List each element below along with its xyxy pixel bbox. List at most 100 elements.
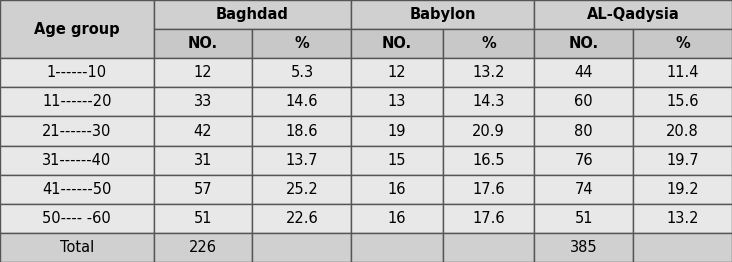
Text: 60: 60: [575, 94, 593, 110]
Text: 51: 51: [575, 211, 593, 226]
Bar: [633, 204, 732, 233]
Text: 15: 15: [388, 152, 406, 168]
Text: 21------30: 21------30: [42, 123, 111, 139]
Text: 19.7: 19.7: [666, 152, 699, 168]
Bar: [534, 29, 633, 58]
Bar: [351, 146, 443, 175]
Text: 19: 19: [388, 123, 406, 139]
Text: 16: 16: [388, 211, 406, 226]
Bar: [351, 0, 534, 29]
Bar: [253, 146, 351, 175]
Bar: [534, 146, 633, 175]
Bar: [154, 204, 253, 233]
Text: 13.7: 13.7: [285, 152, 318, 168]
Bar: [351, 116, 443, 146]
Bar: [443, 58, 534, 87]
Text: Baghdad: Baghdad: [216, 7, 289, 22]
Bar: [154, 146, 253, 175]
Text: 44: 44: [575, 65, 593, 80]
Text: Babylon: Babylon: [409, 7, 476, 22]
Text: Age group: Age group: [34, 21, 119, 37]
Bar: [0, 233, 154, 262]
Bar: [0, 116, 154, 146]
Bar: [534, 233, 633, 262]
Text: 20.9: 20.9: [472, 123, 505, 139]
Bar: [443, 146, 534, 175]
Bar: [351, 175, 443, 204]
Text: 14.3: 14.3: [472, 94, 504, 110]
Text: 76: 76: [575, 152, 593, 168]
Bar: [443, 233, 534, 262]
Text: 5.3: 5.3: [291, 65, 313, 80]
Bar: [443, 175, 534, 204]
Bar: [534, 87, 633, 116]
Text: 33: 33: [194, 94, 212, 110]
Text: 13.2: 13.2: [666, 211, 699, 226]
Text: 17.6: 17.6: [472, 211, 505, 226]
Text: 226: 226: [189, 240, 217, 255]
Text: AL-Qadysia: AL-Qadysia: [587, 7, 679, 22]
Bar: [253, 204, 351, 233]
Text: 13: 13: [388, 94, 406, 110]
Bar: [534, 0, 732, 29]
Text: %: %: [481, 36, 496, 51]
Bar: [0, 175, 154, 204]
Bar: [534, 175, 633, 204]
Bar: [633, 29, 732, 58]
Text: 11.4: 11.4: [666, 65, 699, 80]
Text: 41------50: 41------50: [42, 182, 111, 197]
Bar: [154, 233, 253, 262]
Bar: [351, 87, 443, 116]
Bar: [0, 58, 154, 87]
Bar: [443, 87, 534, 116]
Text: 12: 12: [194, 65, 212, 80]
Bar: [0, 87, 154, 116]
Bar: [443, 116, 534, 146]
Bar: [633, 146, 732, 175]
Text: 13.2: 13.2: [472, 65, 505, 80]
Bar: [154, 58, 253, 87]
Text: 22.6: 22.6: [285, 211, 318, 226]
Bar: [154, 0, 351, 29]
Text: 16: 16: [388, 182, 406, 197]
Bar: [633, 58, 732, 87]
Text: 385: 385: [569, 240, 597, 255]
Text: 42: 42: [194, 123, 212, 139]
Bar: [633, 87, 732, 116]
Bar: [0, 146, 154, 175]
Text: 20.8: 20.8: [666, 123, 699, 139]
Text: NO.: NO.: [188, 36, 218, 51]
Bar: [534, 58, 633, 87]
Bar: [253, 175, 351, 204]
Text: 18.6: 18.6: [285, 123, 318, 139]
Bar: [534, 204, 633, 233]
Bar: [633, 175, 732, 204]
Text: 57: 57: [194, 182, 212, 197]
Text: 31------40: 31------40: [42, 152, 111, 168]
Text: 11------20: 11------20: [42, 94, 111, 110]
Bar: [253, 58, 351, 87]
Text: 16.5: 16.5: [472, 152, 505, 168]
Text: 51: 51: [194, 211, 212, 226]
Bar: [443, 29, 534, 58]
Bar: [253, 116, 351, 146]
Text: 15.6: 15.6: [666, 94, 699, 110]
Bar: [154, 87, 253, 116]
Bar: [633, 116, 732, 146]
Text: 25.2: 25.2: [285, 182, 318, 197]
Bar: [253, 29, 351, 58]
Bar: [351, 233, 443, 262]
Text: Total: Total: [60, 240, 94, 255]
Bar: [0, 204, 154, 233]
Bar: [351, 29, 443, 58]
Text: NO.: NO.: [382, 36, 412, 51]
Text: NO.: NO.: [569, 36, 599, 51]
Text: 80: 80: [575, 123, 593, 139]
Bar: [154, 116, 253, 146]
Bar: [154, 175, 253, 204]
Bar: [351, 58, 443, 87]
Bar: [0, 0, 154, 58]
Text: 14.6: 14.6: [285, 94, 318, 110]
Text: 12: 12: [388, 65, 406, 80]
Text: 74: 74: [575, 182, 593, 197]
